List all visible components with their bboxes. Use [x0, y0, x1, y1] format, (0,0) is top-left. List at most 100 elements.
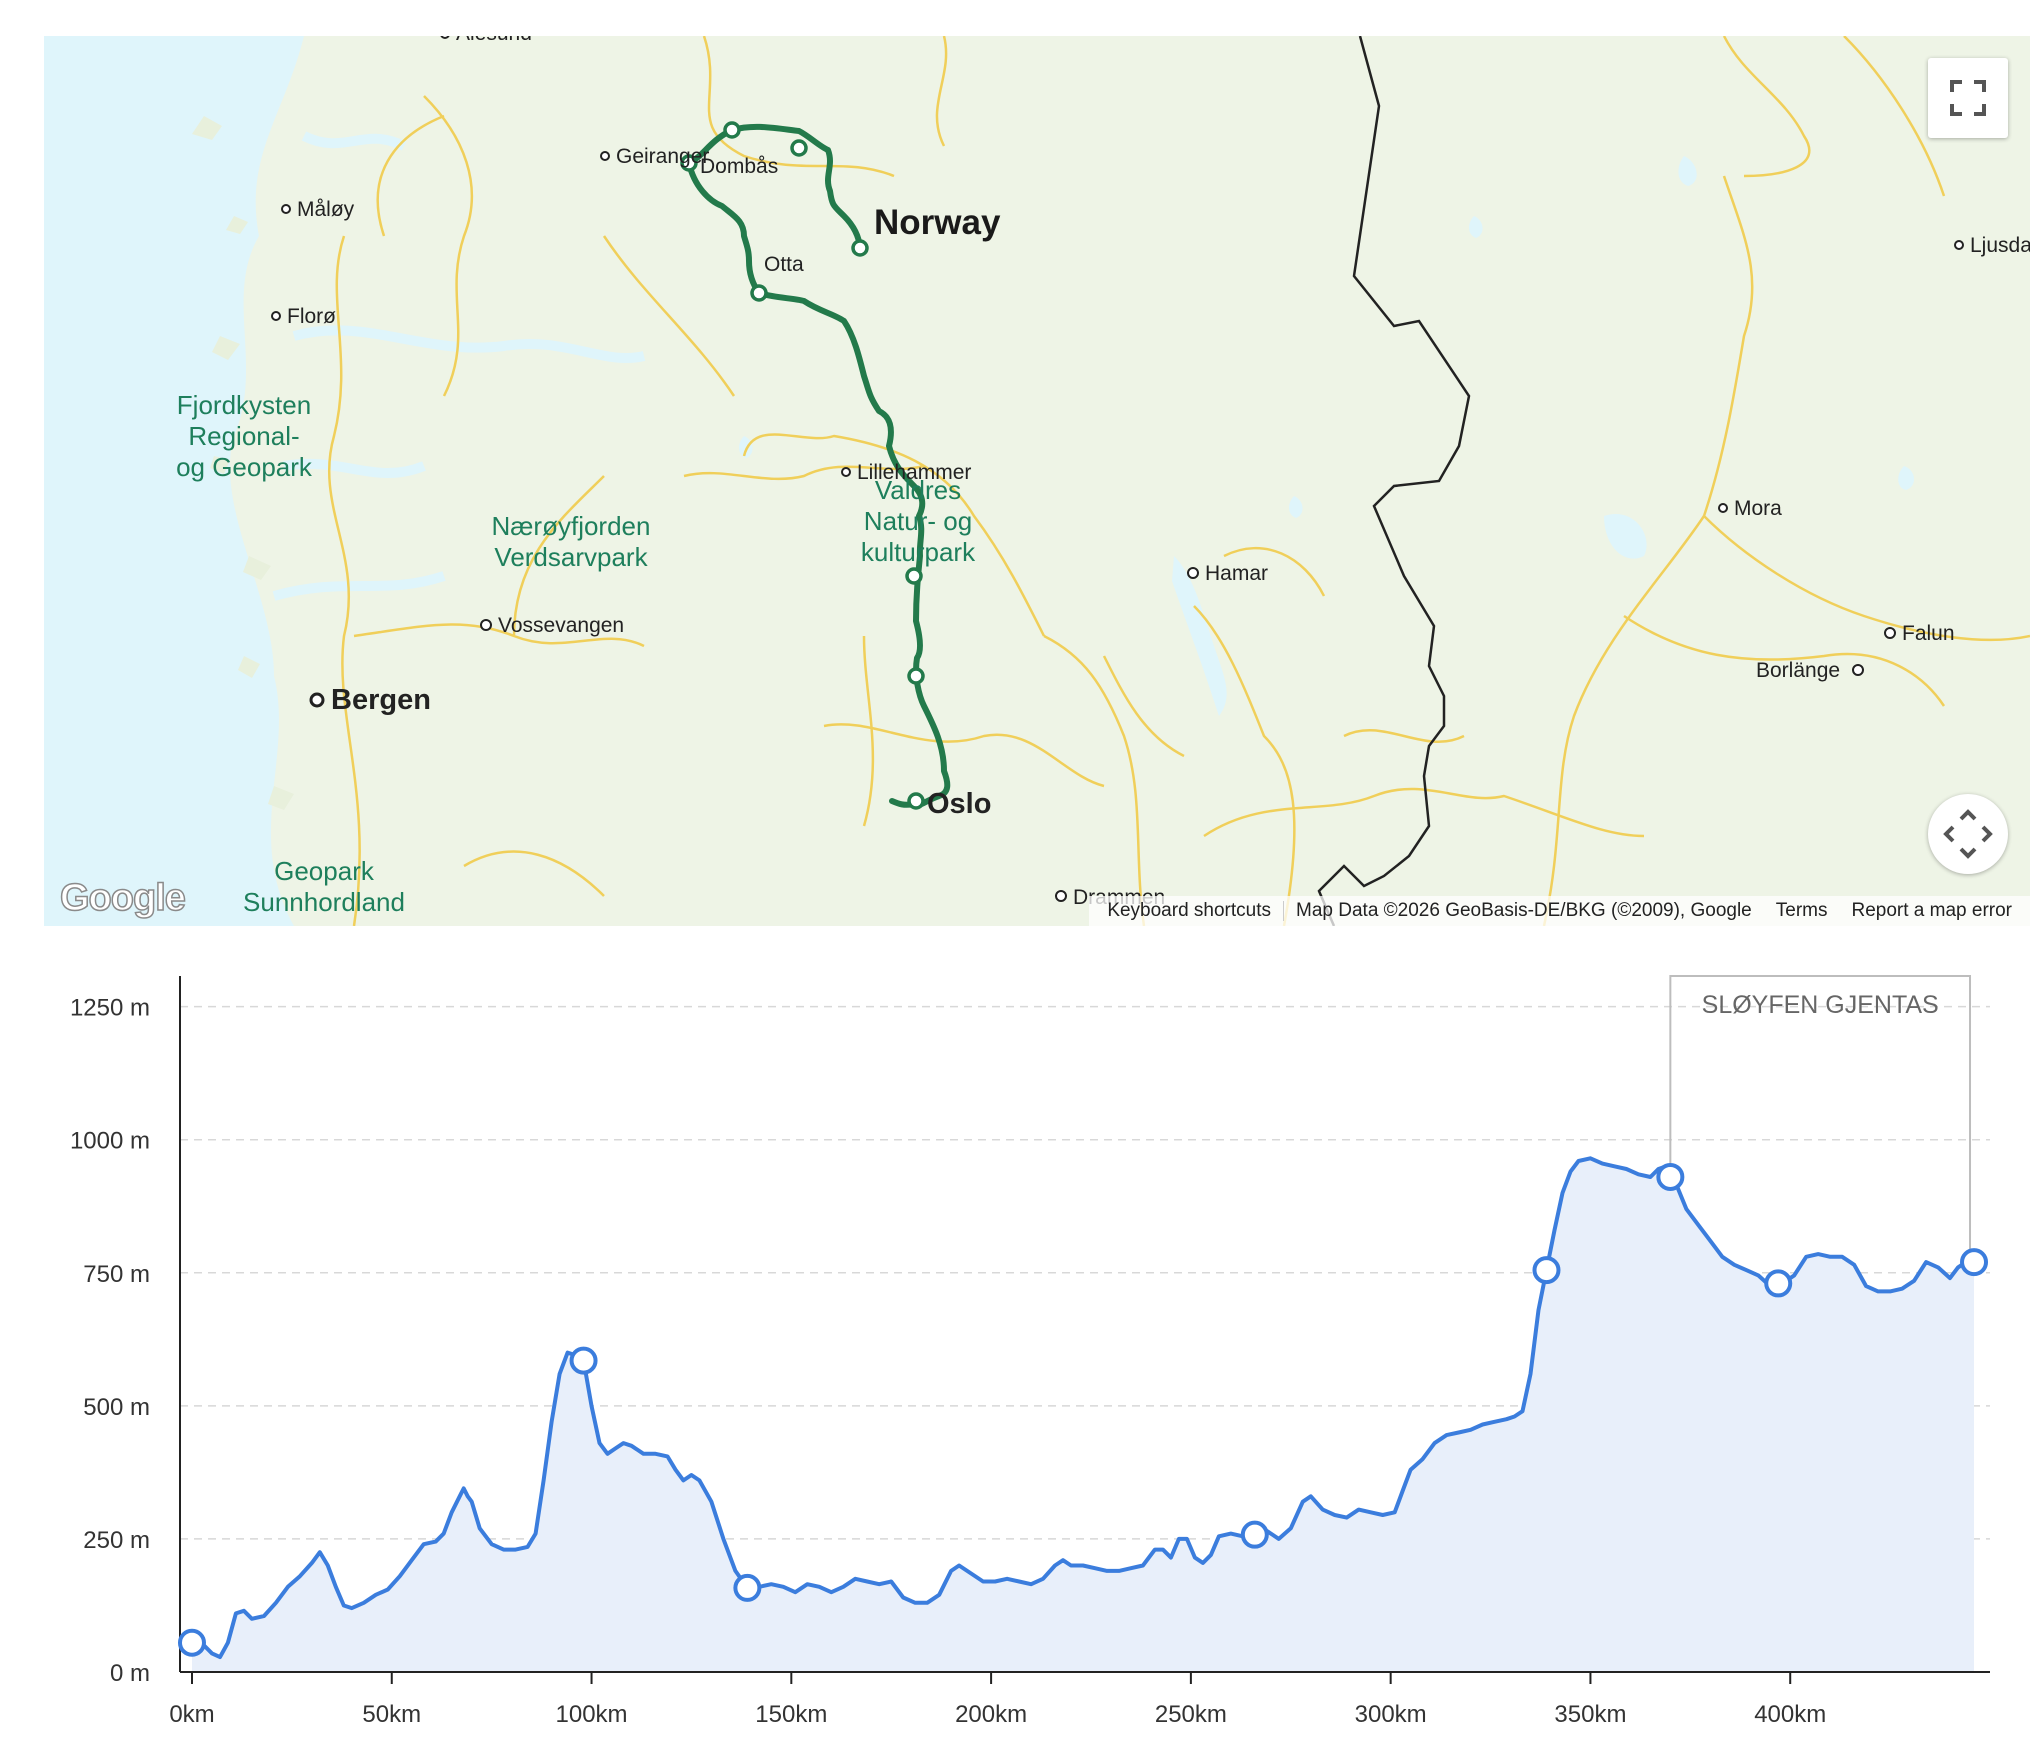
waypoint-marker[interactable]: [1656, 1162, 1685, 1191]
city-label-vossevangen: Vossevangen: [498, 614, 624, 637]
city-dot: [1884, 627, 1896, 639]
route-waypoint: [750, 284, 768, 302]
park-label: Valdres Natur- og kulturpark: [861, 475, 976, 567]
waypoint-marker[interactable]: [1960, 1248, 1989, 1277]
sea-area: [44, 36, 304, 926]
elevation-markers: [177, 1162, 1989, 1657]
google-logo: Google: [59, 876, 186, 920]
y-tick-label: 250 m: [83, 1527, 150, 1554]
city-label-ljusdal: Ljusdal: [1970, 234, 2030, 257]
fullscreen-icon: [1950, 80, 1986, 116]
y-tick-label: 1250 m: [70, 995, 150, 1022]
city-dot: [281, 204, 291, 214]
waypoint-marker[interactable]: [1240, 1520, 1269, 1549]
waypoint-marker[interactable]: [569, 1346, 598, 1375]
park-label-line: Valdres: [875, 475, 961, 505]
city-label-geiranger: Geiranger: [616, 145, 709, 168]
x-tick-label: 150km: [755, 1701, 827, 1728]
fjords: [272, 131, 646, 601]
x-tick-label: 400km: [1754, 1701, 1826, 1728]
city-label-bergen: Bergen: [331, 684, 431, 716]
park-label-line: Fjordkysten: [177, 390, 311, 420]
elevation-fill: [192, 1158, 1974, 1672]
city-label-mora: Mora: [1734, 497, 1782, 520]
elevation-area: [190, 1156, 1976, 1672]
city-label-maloy: Måløy: [297, 198, 355, 221]
route-waypoint: [680, 154, 698, 172]
city-label-borlange: Borlänge: [1756, 659, 1840, 682]
city-label-lillehammer: Lillehammer: [857, 461, 971, 484]
tick-labels: 0km 50km 100km 150km 200km 250km 300km 350km 400…: [70, 995, 1826, 1728]
city-dot: [480, 619, 492, 631]
park-label-line: Nærøyfjorden: [492, 511, 651, 541]
city-dot: [1187, 567, 1199, 579]
park-label: Nærøyfjorden Verdsarvpark: [492, 511, 651, 572]
park-label-line: kulturpark: [861, 537, 976, 567]
route-waypoint: [907, 667, 925, 685]
city-dot: [1954, 240, 1964, 250]
route-waypoints: [680, 121, 925, 810]
park-label-line: og Geopark: [176, 452, 313, 482]
city-label-alesund: Ålesund: [456, 36, 532, 45]
fullscreen-button[interactable]: [1928, 58, 2008, 138]
x-tick-label: 100km: [556, 1701, 628, 1728]
y-tick-label: 0 m: [110, 1660, 150, 1687]
map-attribution: Keyboard shortcuts Map Data ©2026 GeoBas…: [1089, 896, 2030, 926]
map-data-text: Map Data ©2026 GeoBasis-DE/BKG (©2009), …: [1296, 900, 1752, 921]
x-tick-label: 0km: [169, 1701, 214, 1728]
elevation-profile-chart: SLØYFEN GJENTAS 0km 50km 100km 150km 200km 25…: [0, 940, 2030, 1763]
park-label-line: Sunnhordland: [243, 887, 405, 917]
park-label-line: Natur- og: [864, 506, 972, 536]
city-dot: [440, 36, 450, 39]
route-waypoint: [907, 792, 925, 810]
axes: [179, 976, 1990, 1684]
city-label-floro: Florø: [287, 305, 336, 328]
roads: [327, 36, 2030, 926]
coastal-islands: [192, 116, 294, 810]
waypoint-marker[interactable]: [177, 1628, 206, 1657]
terms-link[interactable]: Terms: [1775, 900, 1828, 921]
y-tick-label: 750 m: [83, 1261, 150, 1288]
country-label: Norway: [874, 203, 1001, 242]
x-tick-label: 350km: [1554, 1701, 1626, 1728]
city-dot: [600, 151, 610, 161]
park-label-line: Verdsarvpark: [494, 542, 648, 572]
y-tick-label: 500 m: [83, 1394, 150, 1421]
waypoint-marker[interactable]: [1532, 1256, 1561, 1285]
x-tick-label: 200km: [955, 1701, 1027, 1728]
y-tick-label: 1000 m: [70, 1128, 150, 1155]
elevation-line: [190, 1156, 1976, 1660]
city-dot: [1055, 890, 1067, 902]
city-dot: [271, 311, 281, 321]
city-markers: [271, 36, 1964, 902]
city-label-otta: Otta: [764, 253, 804, 276]
elevation-chart-canvas: SLØYFEN GJENTAS 0km 50km 100km 150km 200km 25…: [70, 975, 1990, 1728]
park-label: Fjordkysten Regional-og Geopark: [176, 390, 313, 482]
repeat-loop-label: SLØYFEN GJENTAS: [1702, 991, 1939, 1019]
city-label-falun: Falun: [1902, 622, 1955, 645]
route-waypoint: [723, 121, 741, 139]
international-border: [1317, 36, 1471, 926]
waypoint-marker[interactable]: [1764, 1269, 1793, 1298]
waypoint-marker[interactable]: [733, 1573, 762, 1602]
camera-control-button[interactable]: [1928, 794, 2008, 874]
x-tick-label: 300km: [1355, 1701, 1427, 1728]
route-waypoint: [851, 239, 869, 257]
route-waypoint: [905, 567, 923, 585]
map-view[interactable]: Ålesund Geiranger Måløy Florø Dombås Ott…: [44, 36, 2030, 926]
camera-control-icon: [1943, 809, 1993, 859]
x-tick-label: 250km: [1155, 1701, 1227, 1728]
route-waypoint: [790, 139, 808, 157]
city-label-oslo: Oslo: [927, 788, 991, 820]
city-dot: [841, 467, 851, 477]
city-label-dombas: Dombås: [700, 155, 778, 178]
report-map-error-link[interactable]: Report a map error: [1851, 900, 2012, 921]
keyboard-shortcuts-link[interactable]: Keyboard shortcuts: [1107, 900, 1272, 921]
x-tick-label: 50km: [362, 1701, 421, 1728]
city-dot: [1718, 503, 1728, 513]
park-label: Geopark Sunnhordland: [243, 856, 405, 917]
park-label-line: Regional-: [188, 421, 299, 451]
city-dot: [309, 692, 325, 708]
city-label-hamar: Hamar: [1205, 562, 1268, 585]
map-canvas[interactable]: Ålesund Geiranger Måløy Florø Dombås Ott…: [44, 36, 2030, 926]
